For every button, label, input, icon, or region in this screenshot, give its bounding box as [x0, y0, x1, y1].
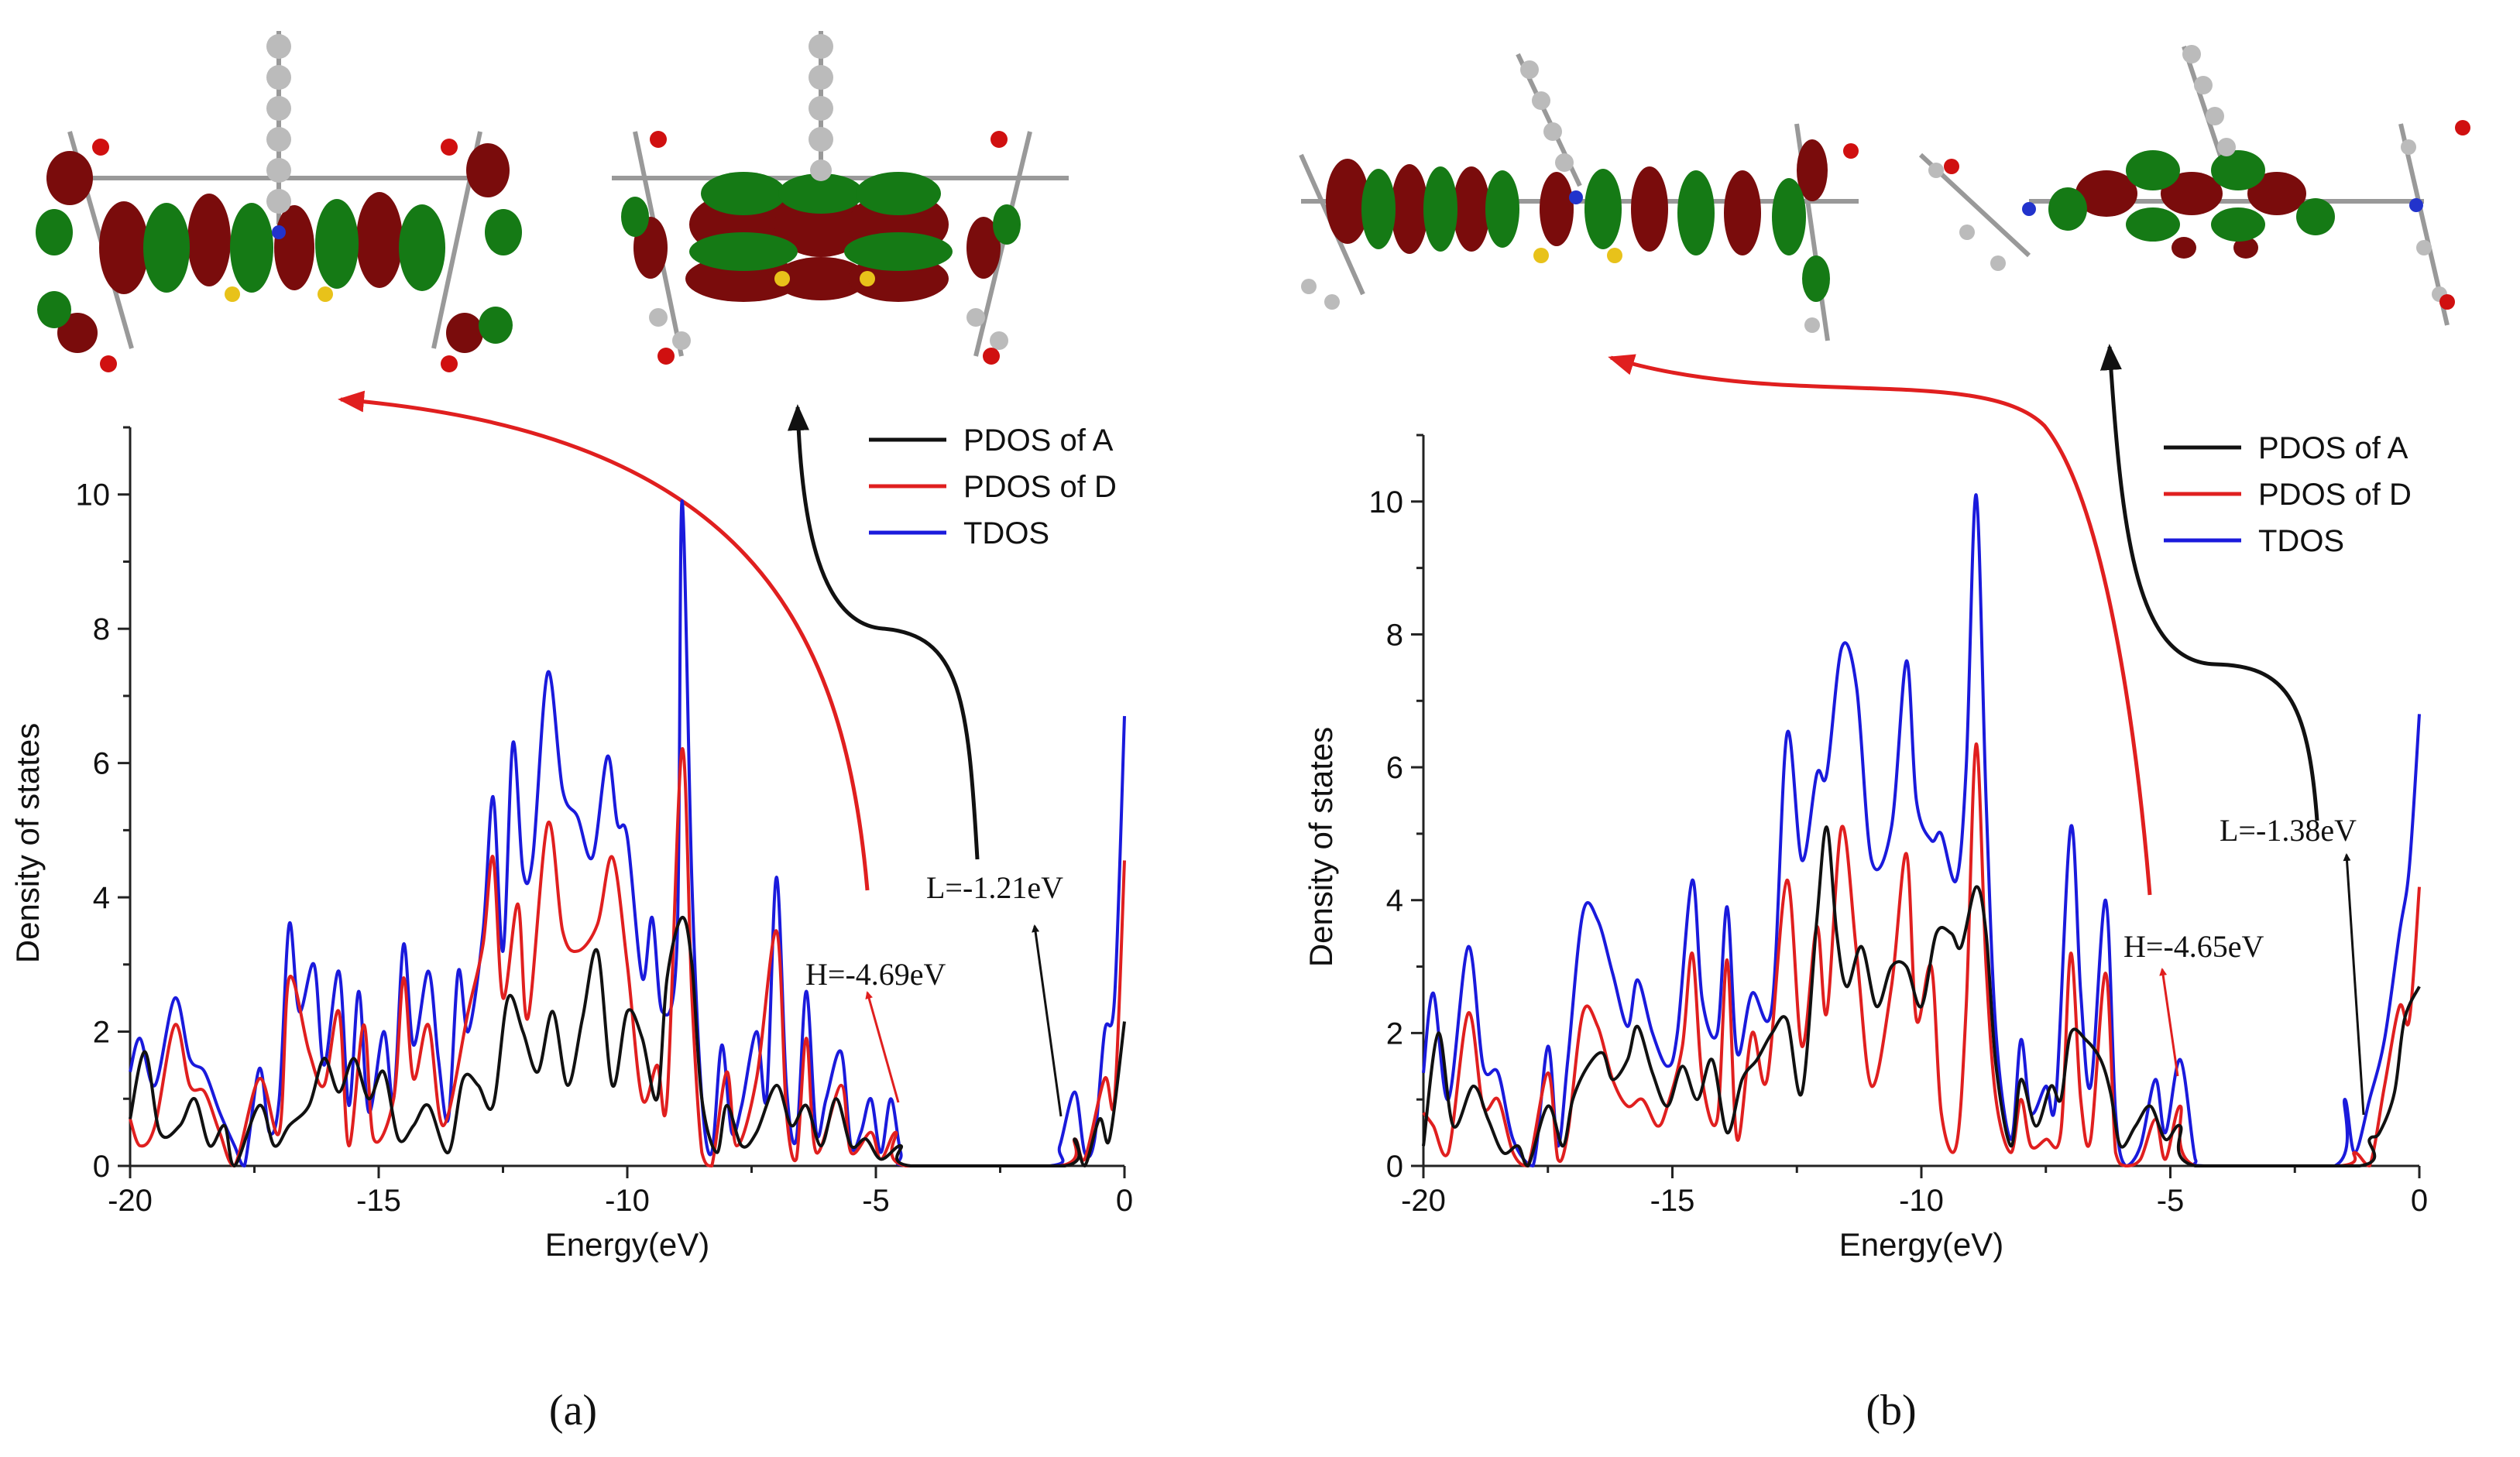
x-tick-label: 0	[1116, 1184, 1133, 1218]
y-axis-label: Density of states	[1303, 727, 1339, 967]
y-tick-label: 4	[1386, 884, 1403, 918]
series-line-pdos-of-a	[1422, 825, 2421, 1168]
legend-entry: TDOS	[963, 516, 1049, 550]
lumo-annotation-b: L=-1.38eV	[2220, 813, 2357, 848]
panel-b: 0 2 4 6 8 10 -20 -15 -10 -5 0 Energy(eV) Density of …	[1299, 45, 2470, 1435]
series-line-tdos	[129, 499, 1126, 1168]
y-tick-label: 2	[93, 1016, 110, 1050]
homo-orbital-arrow	[338, 390, 870, 891]
x-tick-label: -10	[605, 1184, 650, 1218]
x-tick-label: 0	[2411, 1184, 2428, 1218]
y-tick-label: 8	[1386, 618, 1403, 652]
legend-entry: PDOS of A	[2258, 431, 2408, 465]
series-line-pdos-of-a	[129, 916, 1126, 1168]
molecule-homo-a	[36, 31, 522, 372]
series-line-pdos-of-d	[129, 747, 1126, 1168]
homo-annotation-a: H=-4.69eV	[805, 957, 946, 992]
x-tick-label: -15	[1650, 1184, 1695, 1218]
x-tick-label: -5	[862, 1184, 890, 1218]
x-tick-label: -20	[1401, 1184, 1446, 1218]
y-tick-label: 0	[1386, 1150, 1403, 1184]
lumo-pointer-a	[1032, 924, 1063, 1117]
y-tick-label: 4	[93, 881, 110, 915]
homo-annotation-b: H=-4.65eV	[2123, 929, 2264, 964]
legend-entry: PDOS of D	[2258, 478, 2412, 512]
legend-entry: TDOS	[2258, 524, 2344, 558]
x-tick-label: -15	[356, 1184, 401, 1218]
y-tick-label: 10	[1369, 485, 1404, 519]
lumo-annotation-a: L=-1.21eV	[926, 870, 1063, 905]
homo-orbital-arrow-b	[1608, 354, 2152, 896]
lumo-orbital-arrow	[787, 404, 980, 860]
x-tick-label: -10	[1899, 1184, 1944, 1218]
panel-a: 0 2 4 6 8 10 -20 -15 -10 -5 0 Energy(eV) Density of …	[9, 31, 1133, 1435]
molecule-lumo-b	[1918, 45, 2470, 326]
legend-entry: PDOS of D	[963, 470, 1117, 504]
panel-label-a: (a)	[549, 1387, 597, 1435]
plot-area-b: 0 2 4 6 8 10 -20 -15 -10 -5 0 Energy(eV) Density of …	[1303, 431, 2428, 1263]
homo-pointer-a	[865, 991, 900, 1103]
lumo-pointer-b	[2343, 853, 2365, 1116]
x-tick-label: -20	[108, 1184, 153, 1218]
y-tick-label: 2	[1386, 1016, 1403, 1051]
molecule-homo-b	[1299, 53, 1859, 341]
homo-pointer-b	[2159, 968, 2179, 1077]
molecule-lumo-a	[612, 31, 1069, 365]
x-axis-label: Energy(eV)	[1839, 1226, 2003, 1263]
panel-label-b: (b)	[1866, 1387, 1916, 1435]
lumo-orbital-arrow-b	[2099, 344, 2319, 821]
y-tick-label: 0	[93, 1150, 110, 1184]
y-tick-label: 10	[76, 478, 111, 513]
series-line-tdos	[1422, 493, 2421, 1168]
y-tick-label: 6	[93, 747, 110, 781]
y-tick-label: 8	[93, 612, 110, 646]
series-line-pdos-of-d	[1422, 742, 2421, 1168]
plot-area-a: 0 2 4 6 8 10 -20 -15 -10 -5 0 Energy(eV) Density of …	[9, 423, 1133, 1263]
legend-entry: PDOS of A	[963, 423, 1114, 458]
x-tick-label: -5	[2157, 1184, 2185, 1218]
y-tick-label: 6	[1386, 751, 1403, 785]
y-axis-label: Density of states	[9, 723, 46, 963]
x-axis-label: Energy(eV)	[545, 1226, 709, 1263]
